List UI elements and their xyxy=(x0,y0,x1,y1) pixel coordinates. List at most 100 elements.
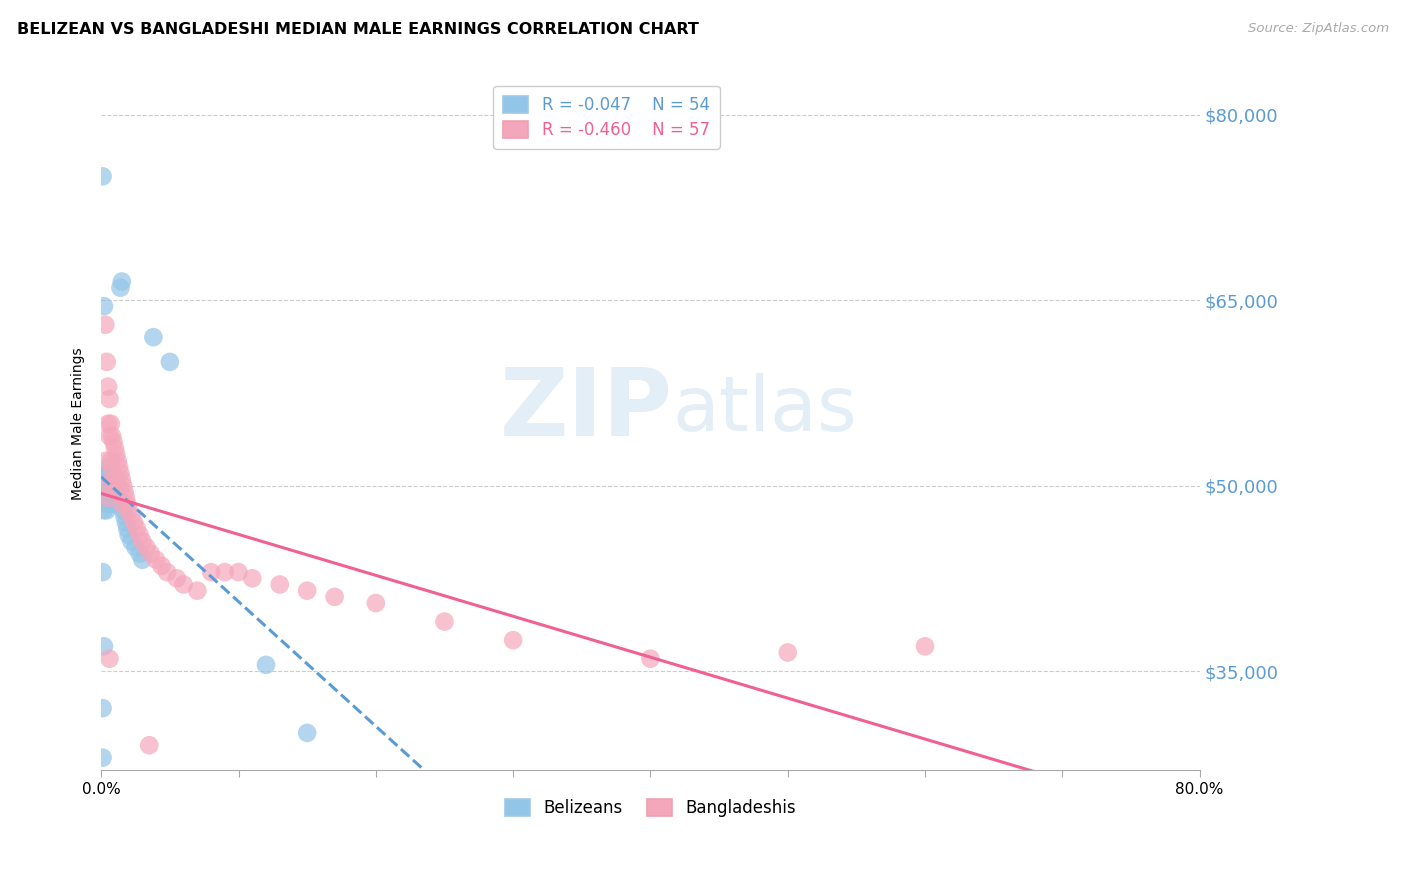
Point xyxy=(640,651,662,665)
Point xyxy=(96,503,118,517)
Point xyxy=(94,318,117,332)
Point xyxy=(150,558,173,573)
Point xyxy=(97,466,120,480)
Point xyxy=(323,590,346,604)
Point xyxy=(107,478,129,492)
Point xyxy=(269,577,291,591)
Point xyxy=(117,522,139,536)
Point xyxy=(108,460,131,475)
Point xyxy=(156,565,179,579)
Point xyxy=(104,478,127,492)
Point xyxy=(254,657,277,672)
Point xyxy=(101,429,124,443)
Point xyxy=(295,726,318,740)
Point xyxy=(104,472,127,486)
Point xyxy=(100,454,122,468)
Point xyxy=(101,472,124,486)
Point xyxy=(105,491,128,505)
Point xyxy=(91,750,114,764)
Point xyxy=(120,509,142,524)
Point xyxy=(96,478,118,492)
Point xyxy=(97,379,120,393)
Point xyxy=(120,534,142,549)
Point xyxy=(98,392,121,406)
Point xyxy=(295,583,318,598)
Point xyxy=(103,472,125,486)
Text: ZIP: ZIP xyxy=(499,364,672,456)
Point xyxy=(364,596,387,610)
Point xyxy=(98,466,121,480)
Point xyxy=(128,528,150,542)
Point xyxy=(112,478,135,492)
Point xyxy=(110,281,132,295)
Point xyxy=(100,484,122,499)
Point xyxy=(186,583,208,598)
Y-axis label: Median Male Earnings: Median Male Earnings xyxy=(72,347,86,500)
Point xyxy=(98,472,121,486)
Point xyxy=(107,484,129,499)
Point xyxy=(117,497,139,511)
Point xyxy=(96,355,118,369)
Point xyxy=(114,509,136,524)
Point xyxy=(96,478,118,492)
Point xyxy=(94,491,117,505)
Point xyxy=(433,615,456,629)
Point xyxy=(107,484,129,499)
Point xyxy=(228,565,250,579)
Point xyxy=(104,484,127,499)
Point xyxy=(94,478,117,492)
Point xyxy=(93,503,115,517)
Point xyxy=(103,435,125,450)
Point xyxy=(97,491,120,505)
Point xyxy=(97,478,120,492)
Point xyxy=(200,565,222,579)
Text: Source: ZipAtlas.com: Source: ZipAtlas.com xyxy=(1249,22,1389,36)
Point xyxy=(104,478,127,492)
Point xyxy=(94,484,117,499)
Point xyxy=(135,541,157,555)
Point xyxy=(125,522,148,536)
Point xyxy=(118,503,141,517)
Point xyxy=(91,565,114,579)
Point xyxy=(111,275,134,289)
Point xyxy=(105,448,128,462)
Point xyxy=(114,484,136,499)
Point xyxy=(100,478,122,492)
Point xyxy=(96,497,118,511)
Point xyxy=(118,528,141,542)
Point xyxy=(91,701,114,715)
Point xyxy=(115,516,138,530)
Point xyxy=(145,553,167,567)
Point xyxy=(124,541,146,555)
Point xyxy=(105,478,128,492)
Point xyxy=(97,472,120,486)
Text: atlas: atlas xyxy=(672,373,858,447)
Point xyxy=(101,478,124,492)
Point xyxy=(98,491,121,505)
Point xyxy=(139,547,162,561)
Point xyxy=(100,417,122,431)
Point xyxy=(214,565,236,579)
Point xyxy=(104,442,127,456)
Point xyxy=(776,646,799,660)
Point xyxy=(98,651,121,665)
Point xyxy=(502,633,524,648)
Point xyxy=(159,355,181,369)
Point xyxy=(110,466,132,480)
Point xyxy=(103,478,125,492)
Point xyxy=(142,330,165,344)
Point xyxy=(103,497,125,511)
Point xyxy=(94,454,117,468)
Point xyxy=(131,553,153,567)
Point xyxy=(91,169,114,184)
Text: BELIZEAN VS BANGLADESHI MEDIAN MALE EARNINGS CORRELATION CHART: BELIZEAN VS BANGLADESHI MEDIAN MALE EARN… xyxy=(17,22,699,37)
Point xyxy=(166,571,188,585)
Point xyxy=(112,503,135,517)
Point xyxy=(101,491,124,505)
Point xyxy=(115,491,138,505)
Point xyxy=(240,571,263,585)
Point xyxy=(94,472,117,486)
Point xyxy=(107,454,129,468)
Legend: Belizeans, Bangladeshis: Belizeans, Bangladeshis xyxy=(498,792,803,824)
Point xyxy=(914,640,936,654)
